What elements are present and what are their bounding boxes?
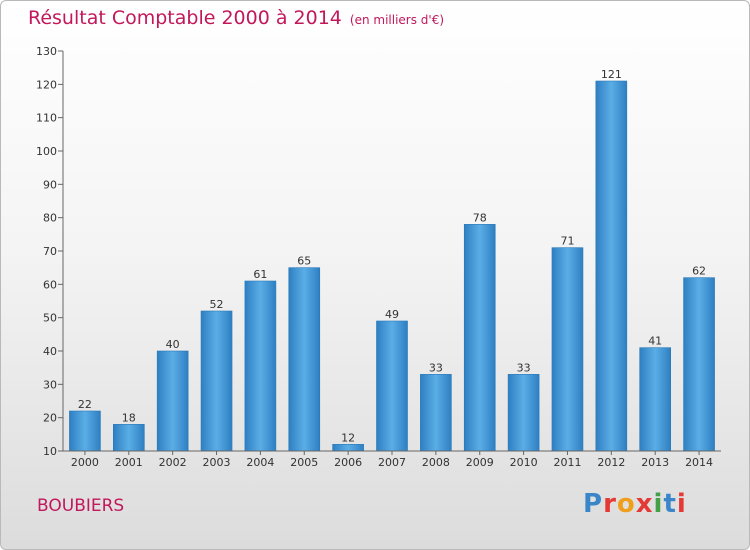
data-label: 78 (473, 211, 487, 224)
x-tick-label: 2011 (553, 456, 581, 469)
data-label: 41 (648, 335, 662, 348)
logo-letter: i (676, 489, 687, 519)
bar-2003 (200, 310, 233, 452)
y-tick-label: 80 (43, 212, 57, 225)
x-tick-label: 2010 (510, 456, 538, 469)
bar-2001 (113, 424, 145, 452)
y-tick-label: 110 (36, 112, 57, 125)
title-unit: (en milliers d'€) (349, 13, 445, 27)
y-tick-label: 70 (43, 245, 57, 258)
proxiti-logo: Proxiti (583, 489, 687, 519)
y-axis: 10 20 30 40 50 60 70 80 90 100 110 120 130 (36, 45, 64, 458)
x-tick-label: 2003 (203, 456, 231, 469)
data-label: 33 (429, 361, 443, 374)
y-tick-label: 50 (43, 312, 57, 325)
bar-2005 (288, 267, 321, 452)
data-label: 62 (692, 265, 706, 278)
data-label: 121 (601, 68, 622, 81)
x-tick-label: 2001 (115, 456, 143, 469)
data-label: 49 (385, 308, 399, 321)
chart-title: Résultat Comptable 2000 à 2014 (en millie… (28, 7, 444, 29)
data-label: 61 (253, 268, 267, 281)
location-name: BOUBIERS (37, 496, 125, 516)
logo-letter: o (616, 489, 636, 519)
data-label: 12 (341, 431, 355, 444)
x-tick-label: 2008 (422, 456, 450, 469)
x-tick-label: 2000 (71, 456, 99, 469)
y-tick-label: 120 (36, 78, 57, 91)
bar-2002 (156, 350, 189, 452)
y-tick-label: 90 (43, 178, 57, 191)
data-label: 18 (122, 411, 136, 424)
data-label: 40 (166, 338, 180, 351)
y-tick-label: 100 (36, 145, 57, 158)
data-label: 22 (78, 398, 92, 411)
x-tick-label: 2014 (685, 456, 713, 469)
bar-2008 (420, 374, 452, 452)
logo-letter: i (653, 489, 664, 519)
bar-2007 (376, 320, 408, 452)
x-tick-label: 2009 (466, 456, 494, 469)
logo-letter: P (583, 489, 604, 519)
bar-2006 (332, 444, 364, 452)
bar-2010 (507, 374, 540, 452)
bar-2004 (244, 280, 277, 452)
bars: 22 18 40 52 61 65 12 49 33 78 33 71 121 41 62 (69, 68, 715, 452)
logo-letter: r (603, 489, 617, 519)
data-label: 33 (517, 361, 531, 374)
y-tick-label: 10 (43, 445, 57, 458)
title-text: Résultat Comptable 2000 à 2014 (28, 7, 342, 29)
x-tick-label: 2006 (334, 456, 362, 469)
x-tick-label: 2012 (597, 456, 625, 469)
y-tick-label: 40 (43, 345, 57, 358)
x-tick-label: 2005 (290, 456, 318, 469)
y-tick-label: 20 (43, 412, 57, 425)
y-tick-label: 60 (43, 278, 57, 291)
x-tick-label: 2007 (378, 456, 406, 469)
data-label: 65 (297, 255, 311, 268)
bar-2014 (683, 277, 715, 452)
bar-2013 (639, 347, 672, 452)
bar-2000 (69, 410, 101, 452)
y-tick-label: 130 (36, 45, 57, 58)
y-tick-label: 30 (43, 378, 57, 391)
bar-2009 (463, 224, 496, 452)
data-label: 71 (560, 235, 574, 248)
x-tick-label: 2002 (159, 456, 187, 469)
bar-2011 (551, 247, 584, 452)
x-axis: 2000 2001 2002 2003 2004 2005 2006 2007 2008 2009… (63, 450, 721, 469)
logo-letter: t (663, 489, 677, 519)
x-tick-label: 2004 (246, 456, 274, 469)
data-label: 52 (210, 298, 224, 311)
x-tick-label: 2013 (641, 456, 669, 469)
bar-2012 (595, 80, 628, 452)
logo-letter: x (635, 489, 654, 519)
